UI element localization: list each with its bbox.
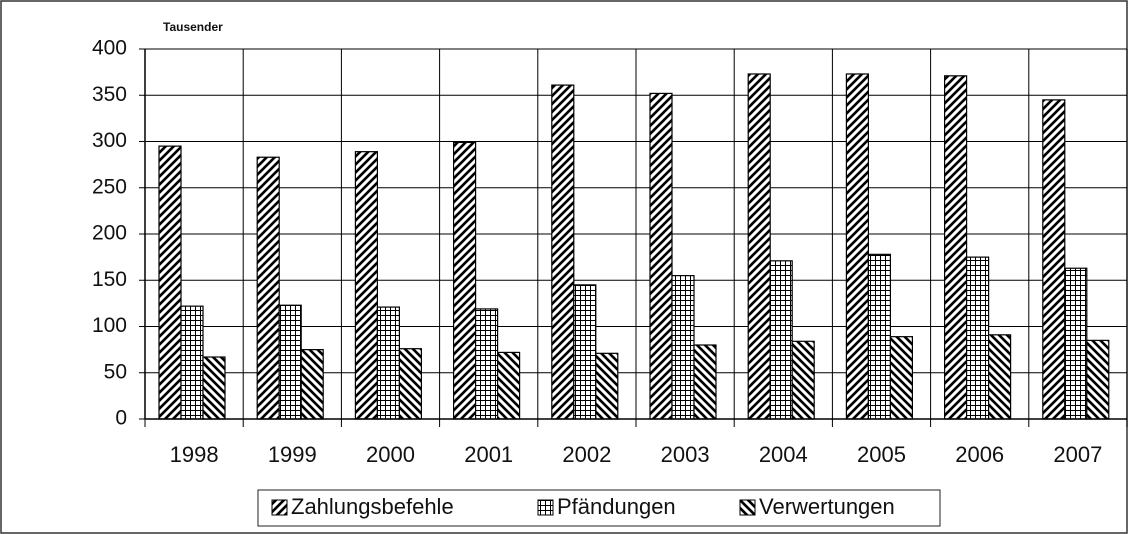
y-tick-label: 50	[104, 360, 127, 383]
bar	[475, 308, 499, 420]
y-tick-label: 400	[92, 37, 127, 60]
bar	[158, 145, 182, 420]
bar	[769, 260, 793, 420]
x-tick-label: 2003	[661, 442, 710, 467]
y-tick-label: 200	[92, 222, 127, 245]
y-tick-label: 0	[115, 407, 127, 430]
bar	[398, 348, 422, 420]
bar	[300, 349, 324, 420]
bar	[595, 352, 619, 420]
bar	[987, 334, 1012, 420]
y-tick-label: 300	[92, 129, 127, 152]
legend-label: Zahlungsbefehle	[291, 494, 454, 519]
bar	[354, 151, 378, 420]
bar	[180, 305, 204, 420]
bar	[551, 84, 575, 420]
bar	[1064, 267, 1088, 420]
bar	[845, 73, 870, 420]
bar	[573, 284, 597, 420]
y-tick-label: 100	[92, 314, 127, 337]
x-tick-label: 2002	[562, 442, 611, 467]
bar	[693, 344, 717, 420]
bar	[1086, 339, 1110, 420]
bar	[747, 73, 771, 420]
bar	[867, 253, 892, 420]
legend-swatch	[739, 499, 756, 516]
bar	[1042, 99, 1066, 420]
bar	[376, 306, 400, 420]
x-tick-label: 2007	[1053, 442, 1102, 467]
legend-label: Pfändungen	[557, 494, 676, 519]
y-tick-label: 150	[92, 268, 127, 291]
legend-swatch	[271, 499, 288, 516]
x-tick-label: 2005	[857, 442, 906, 467]
x-tick-label: 1999	[268, 442, 317, 467]
legend	[257, 489, 941, 527]
bar	[256, 156, 280, 420]
legend-swatch	[537, 499, 554, 516]
bar	[453, 141, 477, 420]
x-tick-label: 1998	[170, 442, 219, 467]
bar	[943, 75, 968, 420]
bar	[278, 304, 302, 420]
bar	[649, 92, 673, 420]
x-tick-label: 2000	[366, 442, 415, 467]
y-tick-label: 350	[92, 83, 127, 106]
bar	[791, 340, 815, 420]
bar	[965, 256, 990, 420]
legend-label: Verwertungen	[759, 494, 895, 519]
bar	[671, 275, 695, 420]
x-tick-label: 2006	[955, 442, 1004, 467]
bar	[202, 356, 226, 420]
unit-label: Tausender	[163, 20, 223, 34]
y-tick-label: 250	[92, 175, 127, 198]
bar	[497, 351, 521, 420]
x-tick-label: 2001	[464, 442, 513, 467]
bar	[889, 336, 914, 420]
x-tick-label: 2004	[759, 442, 808, 467]
